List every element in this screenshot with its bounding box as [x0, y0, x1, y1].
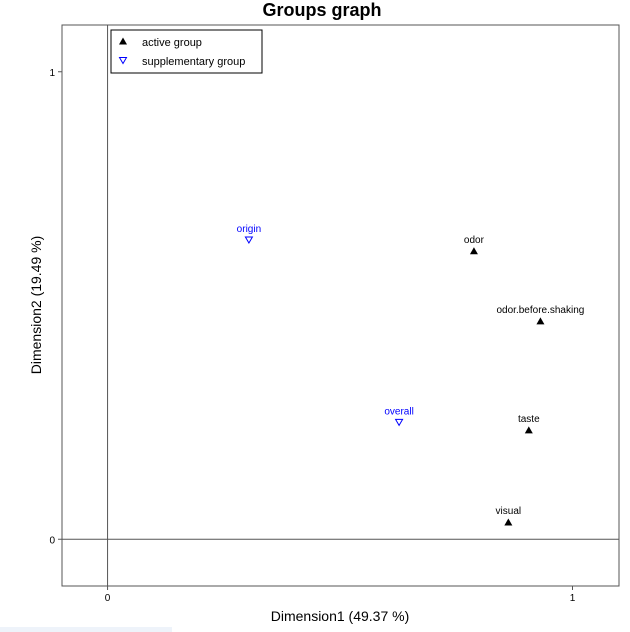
point-marker-odor — [469, 247, 478, 255]
point-marker-origin — [244, 236, 254, 245]
legend: active group supplementary group — [110, 29, 263, 74]
legend-supplementary-marker — [118, 57, 128, 65]
point-label-visual: visual — [496, 506, 522, 517]
point-label-odor: odor — [464, 235, 485, 246]
x-axis-label: Dimension1 (49.37 %) — [271, 608, 410, 624]
point-label-overall: overall — [384, 406, 413, 417]
y-tick-label: 1 — [49, 68, 55, 79]
bottom-strip — [0, 627, 172, 632]
legend-active-marker — [119, 37, 127, 45]
chart-title: Groups graph — [262, 0, 381, 20]
plot-frame — [61, 24, 620, 587]
legend-active-label: active group — [142, 37, 202, 49]
point-marker-overall — [394, 418, 404, 427]
point-label-origin: origin — [237, 224, 261, 235]
legend-box — [110, 29, 263, 74]
y-tick-label: 0 — [49, 535, 55, 546]
x-tick-label: 0 — [105, 593, 111, 604]
y-axis-label: Dimension2 (19.49 %) — [28, 236, 44, 375]
data-points: odor odor.before.shaking taste visual origin… — [237, 224, 585, 526]
point-marker-odor-before-shaking — [536, 317, 545, 325]
point-label-taste: taste — [518, 414, 540, 425]
point-marker-taste — [524, 426, 533, 434]
axis-ticks: 0 1 0 1 — [49, 68, 575, 604]
legend-supplementary-label: supplementary group — [142, 56, 245, 68]
point-label-odor-before-shaking: odor.before.shaking — [497, 305, 585, 316]
x-tick-label: 1 — [570, 593, 576, 604]
point-marker-visual — [504, 518, 513, 526]
